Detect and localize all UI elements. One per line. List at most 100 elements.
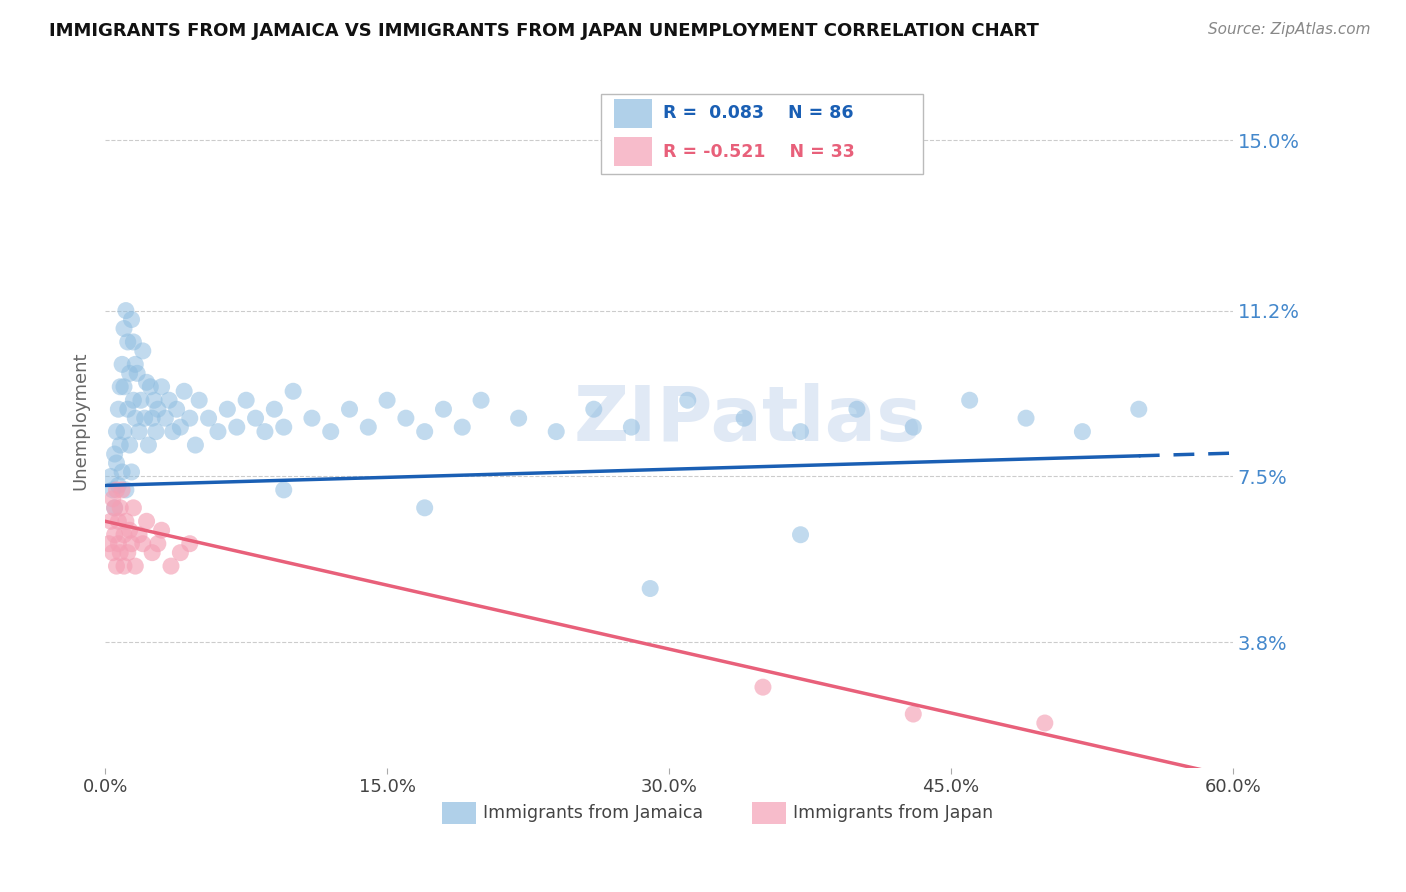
- Text: R = -0.521    N = 33: R = -0.521 N = 33: [664, 143, 855, 161]
- Point: [253, 425, 276, 439]
- Point: [100, 469, 122, 483]
- Point: [143, 393, 166, 408]
- Point: [146, 402, 169, 417]
- Point: [166, 402, 188, 417]
- Point: [789, 425, 811, 439]
- FancyBboxPatch shape: [752, 802, 786, 824]
- Point: [118, 523, 141, 537]
- Point: [263, 402, 285, 417]
- Point: [150, 380, 173, 394]
- Point: [1071, 425, 1094, 439]
- Point: [752, 680, 775, 694]
- Point: [121, 312, 143, 326]
- Point: [110, 546, 132, 560]
- Point: [117, 334, 139, 349]
- Text: R =  0.083    N = 86: R = 0.083 N = 86: [664, 104, 853, 122]
- Point: [245, 411, 267, 425]
- Point: [357, 420, 380, 434]
- Point: [128, 527, 150, 541]
- FancyBboxPatch shape: [614, 137, 652, 167]
- Point: [451, 420, 474, 434]
- Point: [1015, 411, 1038, 425]
- Point: [432, 402, 454, 417]
- Point: [225, 420, 247, 434]
- FancyBboxPatch shape: [614, 99, 652, 128]
- Point: [100, 514, 122, 528]
- Point: [112, 321, 135, 335]
- Point: [179, 411, 201, 425]
- Point: [903, 707, 925, 722]
- Point: [135, 514, 157, 528]
- Point: [107, 402, 129, 417]
- Point: [146, 537, 169, 551]
- Point: [127, 367, 149, 381]
- Point: [162, 425, 184, 439]
- Point: [132, 343, 155, 358]
- Point: [903, 420, 925, 434]
- Point: [107, 537, 129, 551]
- Point: [150, 523, 173, 537]
- Point: [122, 334, 145, 349]
- Point: [105, 425, 128, 439]
- Point: [118, 367, 141, 381]
- Point: [179, 537, 201, 551]
- Point: [173, 384, 195, 399]
- Point: [157, 393, 180, 408]
- Point: [139, 380, 162, 394]
- Point: [273, 420, 295, 434]
- Point: [112, 380, 135, 394]
- Point: [413, 425, 436, 439]
- Point: [115, 303, 138, 318]
- Text: Immigrants from Japan: Immigrants from Japan: [793, 804, 993, 822]
- Point: [789, 527, 811, 541]
- Text: ZIPatlas: ZIPatlas: [574, 384, 922, 458]
- Point: [141, 546, 163, 560]
- Point: [101, 491, 124, 506]
- Point: [129, 393, 152, 408]
- Point: [104, 500, 127, 515]
- Point: [281, 384, 304, 399]
- Point: [105, 456, 128, 470]
- Point: [104, 500, 127, 515]
- Point: [110, 438, 132, 452]
- Point: [235, 393, 257, 408]
- Point: [132, 537, 155, 551]
- Point: [118, 438, 141, 452]
- Point: [112, 559, 135, 574]
- Point: [413, 500, 436, 515]
- Point: [319, 425, 342, 439]
- Point: [155, 411, 177, 425]
- Point: [546, 425, 568, 439]
- Point: [111, 465, 134, 479]
- Point: [184, 438, 207, 452]
- Point: [301, 411, 323, 425]
- FancyBboxPatch shape: [602, 94, 922, 174]
- Point: [101, 546, 124, 560]
- Point: [1128, 402, 1150, 417]
- Point: [104, 527, 127, 541]
- Point: [676, 393, 699, 408]
- Point: [217, 402, 239, 417]
- Point: [124, 357, 146, 371]
- Y-axis label: Unemployment: Unemployment: [72, 351, 89, 490]
- Point: [339, 402, 361, 417]
- Point: [112, 527, 135, 541]
- Point: [134, 411, 156, 425]
- Point: [111, 483, 134, 497]
- Point: [107, 478, 129, 492]
- Point: [959, 393, 981, 408]
- Point: [121, 537, 143, 551]
- Point: [207, 425, 229, 439]
- Point: [470, 393, 492, 408]
- Point: [101, 483, 124, 497]
- Point: [375, 393, 398, 408]
- Text: IMMIGRANTS FROM JAMAICA VS IMMIGRANTS FROM JAPAN UNEMPLOYMENT CORRELATION CHART: IMMIGRANTS FROM JAMAICA VS IMMIGRANTS FR…: [49, 22, 1039, 40]
- Point: [160, 559, 183, 574]
- Point: [508, 411, 530, 425]
- Point: [145, 425, 167, 439]
- Point: [105, 483, 128, 497]
- Point: [135, 376, 157, 390]
- Point: [110, 380, 132, 394]
- FancyBboxPatch shape: [443, 802, 477, 824]
- Point: [122, 500, 145, 515]
